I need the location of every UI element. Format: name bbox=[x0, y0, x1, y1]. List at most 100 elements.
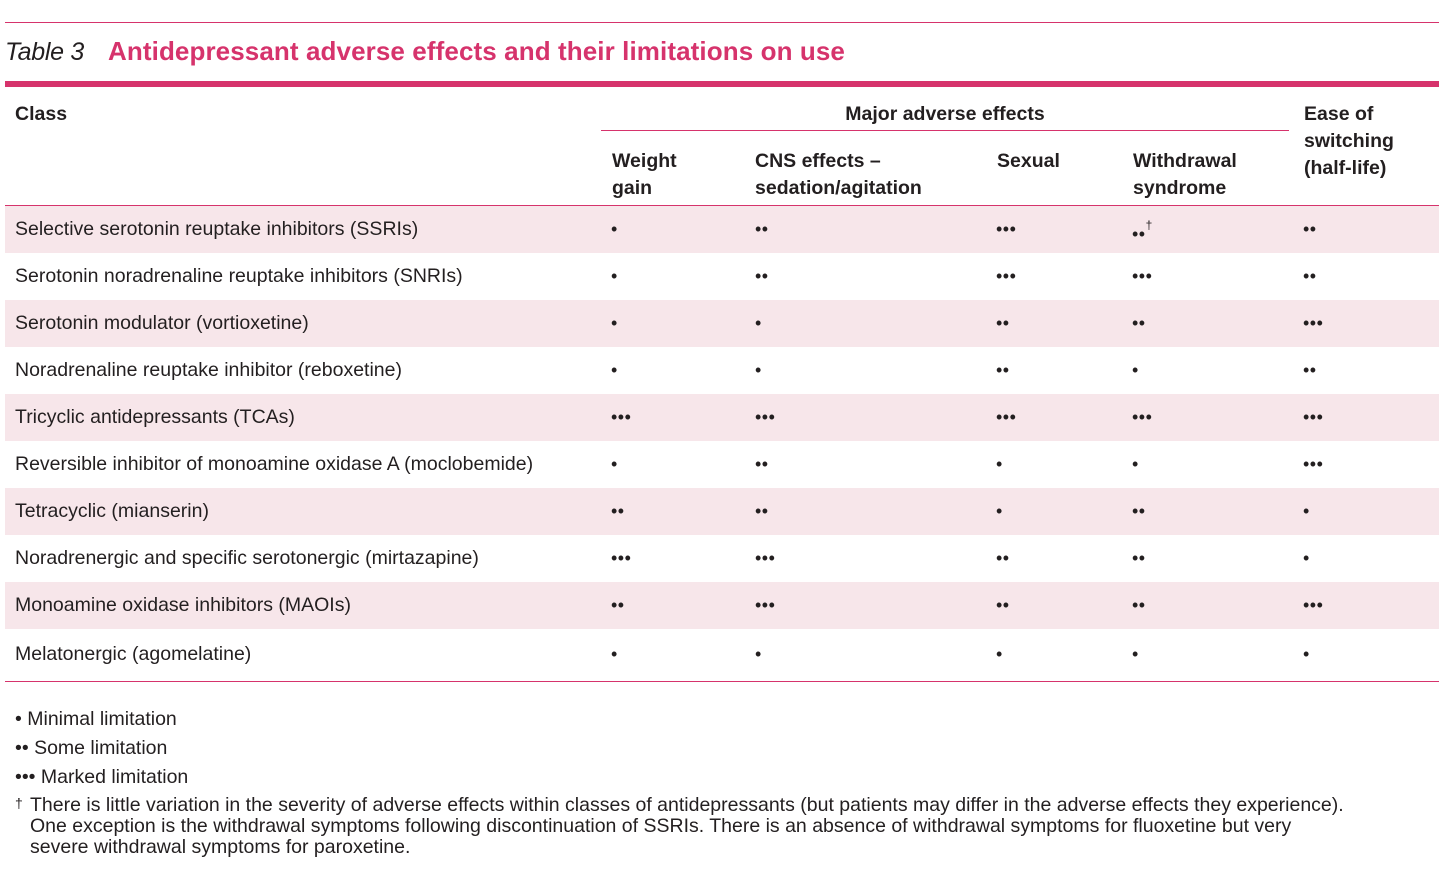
switching-cell: ••• bbox=[1303, 595, 1324, 615]
footnote-dagger: † bbox=[15, 795, 23, 811]
switching-cell: • bbox=[1303, 644, 1310, 664]
header-ease-of-switching: Ease of switching (half-life) bbox=[1304, 101, 1394, 182]
header-top-rule bbox=[5, 81, 1439, 87]
class-cell: Selective serotonin reuptake inhibitors … bbox=[15, 218, 419, 240]
withdrawal-cell: • bbox=[1132, 360, 1139, 380]
weight-gain-cell: • bbox=[611, 360, 618, 380]
weight-gain-cell: • bbox=[611, 219, 618, 239]
header-switching-line1: Ease of bbox=[1304, 103, 1374, 125]
footnote-text: There is little variation in the severit… bbox=[30, 794, 1344, 858]
table-legend: • Minimal limitation •• Some limitation … bbox=[15, 705, 1345, 858]
header-weight-gain-line1: Weight bbox=[612, 150, 677, 172]
weight-gain-cell: •• bbox=[611, 595, 625, 615]
cns-effects-cell: • bbox=[755, 313, 762, 333]
table-row: Serotonin modulator (vortioxetine) • • •… bbox=[5, 300, 1439, 347]
class-cell: Noradrenaline reuptake inhibitor (reboxe… bbox=[15, 359, 402, 381]
cns-effects-cell: •• bbox=[755, 501, 769, 521]
withdrawal-cell: ••• bbox=[1132, 407, 1153, 427]
cns-effects-cell: •• bbox=[755, 219, 769, 239]
table-row: Monoamine oxidase inhibitors (MAOIs) •• … bbox=[5, 582, 1439, 629]
table-row: Noradrenergic and specific serotonergic … bbox=[5, 535, 1439, 582]
weight-gain-cell: ••• bbox=[611, 548, 632, 568]
header-class: Class bbox=[15, 103, 68, 125]
weight-gain-cell: • bbox=[611, 644, 618, 664]
table-row: Melatonergic (agomelatine) • • • • • bbox=[5, 631, 1439, 678]
class-cell: Reversible inhibitor of monoamine oxidas… bbox=[15, 453, 534, 475]
withdrawal-dots: •• bbox=[1132, 224, 1146, 244]
footnote: † There is little variation in the sever… bbox=[15, 795, 1345, 858]
weight-gain-cell: •• bbox=[611, 501, 625, 521]
class-cell: Serotonin modulator (vortioxetine) bbox=[15, 312, 309, 334]
class-cell: Melatonergic (agomelatine) bbox=[15, 643, 252, 665]
class-cell: Monoamine oxidase inhibitors (MAOIs) bbox=[15, 594, 351, 616]
weight-gain-cell: ••• bbox=[611, 407, 632, 427]
withdrawal-cell: ••† bbox=[1132, 206, 1153, 253]
sexual-cell: •• bbox=[996, 360, 1010, 380]
sexual-cell: •• bbox=[996, 548, 1010, 568]
table-label: Table 3 bbox=[5, 38, 84, 66]
table-row: Tricyclic antidepressants (TCAs) ••• •••… bbox=[5, 394, 1439, 441]
table-row: Tetracyclic (mianserin) •• •• • •• • bbox=[5, 488, 1439, 535]
header-group-major-adverse-effects: Major adverse effects bbox=[845, 103, 1045, 125]
withdrawal-cell: •• bbox=[1132, 548, 1146, 568]
class-cell: Serotonin noradrenaline reuptake inhibit… bbox=[15, 265, 463, 287]
table-title: Antidepressant adverse effects and their… bbox=[108, 36, 845, 66]
header-cns-effects: CNS effects – sedation/agitation bbox=[755, 148, 922, 202]
header-weight-gain: Weight gain bbox=[612, 148, 677, 202]
header-withdrawal-line1: Withdrawal bbox=[1133, 150, 1237, 172]
header-withdrawal-line2: syndrome bbox=[1133, 177, 1227, 199]
sexual-cell: • bbox=[996, 501, 1003, 521]
header-weight-gain-line2: gain bbox=[612, 177, 653, 199]
table-row: Serotonin noradrenaline reuptake inhibit… bbox=[5, 253, 1439, 300]
sexual-cell: • bbox=[996, 454, 1003, 474]
table-row: Reversible inhibitor of monoamine oxidas… bbox=[5, 441, 1439, 488]
header-switching-line3: (half-life) bbox=[1304, 157, 1387, 179]
withdrawal-cell: •• bbox=[1132, 595, 1146, 615]
switching-cell: ••• bbox=[1303, 313, 1324, 333]
sexual-cell: ••• bbox=[996, 219, 1017, 239]
sexual-cell: • bbox=[996, 644, 1003, 664]
table-bottom-rule bbox=[5, 681, 1439, 682]
class-cell: Tetracyclic (mianserin) bbox=[15, 500, 209, 522]
cns-effects-cell: ••• bbox=[755, 548, 776, 568]
cns-effects-cell: ••• bbox=[755, 595, 776, 615]
table-caption: Table 3 Antidepressant adverse effects a… bbox=[5, 36, 845, 70]
cns-effects-cell: ••• bbox=[755, 407, 776, 427]
header-sexual: Sexual bbox=[997, 150, 1060, 172]
switching-cell: •• bbox=[1303, 266, 1317, 286]
cns-effects-cell: • bbox=[755, 644, 762, 664]
header-switching-line2: switching bbox=[1304, 130, 1394, 152]
legend-minimal: • Minimal limitation bbox=[15, 708, 177, 730]
top-rule bbox=[5, 22, 1439, 23]
class-cell: Tricyclic antidepressants (TCAs) bbox=[15, 406, 295, 428]
legend-marked: ••• Marked limitation bbox=[15, 766, 189, 788]
class-cell: Noradrenergic and specific serotonergic … bbox=[15, 547, 479, 569]
table-header bbox=[5, 87, 1439, 205]
sexual-cell: ••• bbox=[996, 407, 1017, 427]
switching-cell: • bbox=[1303, 548, 1310, 568]
weight-gain-cell: • bbox=[611, 454, 618, 474]
switching-cell: ••• bbox=[1303, 454, 1324, 474]
sexual-cell: •• bbox=[996, 313, 1010, 333]
cns-effects-cell: •• bbox=[755, 454, 769, 474]
header-withdrawal-syndrome: Withdrawal syndrome bbox=[1133, 148, 1237, 202]
cns-effects-cell: •• bbox=[755, 266, 769, 286]
header-bottom-rule bbox=[5, 205, 1439, 206]
table-row: Noradrenaline reuptake inhibitor (reboxe… bbox=[5, 347, 1439, 394]
switching-cell: • bbox=[1303, 501, 1310, 521]
withdrawal-cell: ••• bbox=[1132, 266, 1153, 286]
switching-cell: •• bbox=[1303, 219, 1317, 239]
switching-cell: •• bbox=[1303, 360, 1317, 380]
weight-gain-cell: • bbox=[611, 313, 618, 333]
sexual-cell: •• bbox=[996, 595, 1010, 615]
withdrawal-cell: •• bbox=[1132, 501, 1146, 521]
withdrawal-cell: • bbox=[1132, 644, 1139, 664]
switching-cell: ••• bbox=[1303, 407, 1324, 427]
table-row: Selective serotonin reuptake inhibitors … bbox=[5, 206, 1439, 253]
cns-effects-cell: • bbox=[755, 360, 762, 380]
dagger-mark: † bbox=[1145, 218, 1153, 232]
legend-some: •• Some limitation bbox=[15, 737, 168, 759]
header-cns-line2: sedation/agitation bbox=[755, 177, 922, 199]
withdrawal-cell: •• bbox=[1132, 313, 1146, 333]
sexual-cell: ••• bbox=[996, 266, 1017, 286]
